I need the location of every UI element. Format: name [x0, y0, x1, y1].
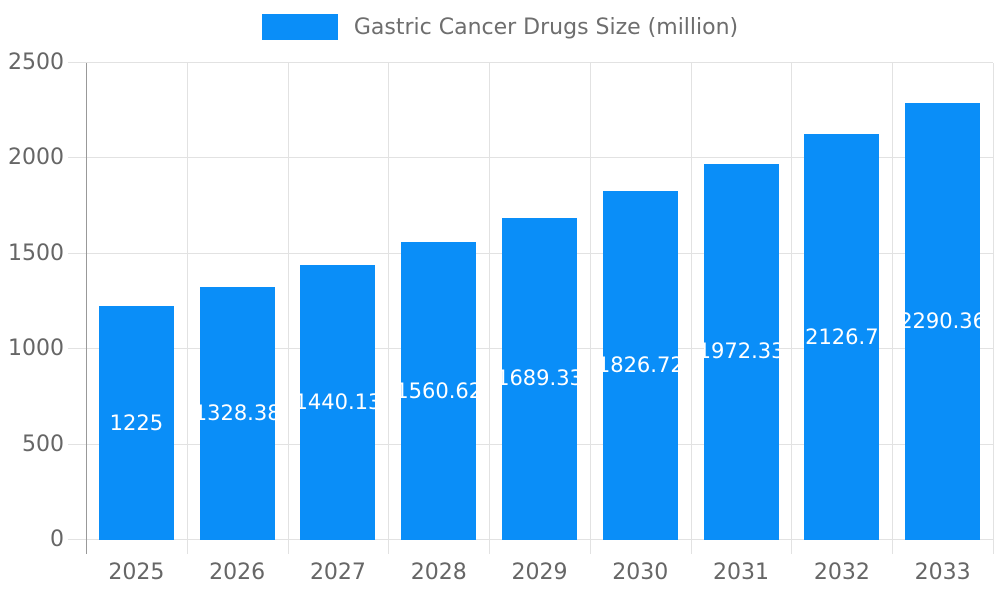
bar-2030[interactable]: 1826.72	[602, 191, 678, 540]
bar-2033[interactable]: 2290.36	[905, 103, 981, 540]
v-gridline-4	[489, 63, 491, 554]
v-gridline-6	[690, 63, 692, 554]
bar-2029[interactable]: 1689.33	[502, 217, 577, 540]
bar-2028[interactable]: 1560.62	[401, 242, 477, 540]
v-gridline-5	[589, 63, 591, 554]
y-axis-label-1000: 1000	[8, 336, 64, 362]
x-axis-label-2029: 2029	[511, 560, 568, 585]
h-gridline-2500	[68, 62, 993, 63]
y-axis-label-1500: 1500	[8, 240, 64, 266]
x-axis-label-2033: 2033	[914, 560, 971, 585]
bar-2031[interactable]: 1972.33	[703, 163, 779, 540]
y-axis-label-2500: 2500	[8, 50, 64, 75]
bar-value-label-2030: 1826.72	[602, 353, 678, 378]
x-axis-label-2028: 2028	[410, 560, 467, 585]
legend-swatch	[261, 14, 338, 40]
legend-label: Gastric Cancer Drugs Size (million)	[353, 14, 739, 40]
y-axis-label-500: 500	[22, 431, 64, 457]
bar-2026[interactable]: 1328.38	[199, 286, 275, 540]
bar-value-label-2025: 1225	[109, 410, 164, 435]
bar-2025[interactable]: 1225	[98, 306, 174, 540]
bar-value-label-2028: 1560.62	[401, 378, 477, 403]
legend: Gastric Cancer Drugs Size (million)	[0, 14, 1000, 40]
bar-value-label-2029: 1689.33	[502, 366, 577, 391]
x-axis-label-2026: 2026	[209, 560, 266, 585]
x-axis-label-2031: 2031	[713, 560, 770, 585]
v-gridline-7	[791, 63, 793, 554]
x-axis-label-2030: 2030	[612, 560, 669, 585]
v-gridline-1	[186, 63, 188, 554]
h-gridline-2000	[68, 157, 993, 159]
y-axis-line	[86, 63, 87, 554]
bar-value-label-2027: 1440.13	[300, 390, 376, 415]
x-axis-label-2027: 2027	[309, 560, 366, 585]
v-gridline-3	[388, 63, 390, 554]
bar-2032[interactable]: 2126.7	[804, 134, 880, 540]
plot-area: 0 500 1000 1500 2000 2500 1225 2025 1328.38 2026 1…	[8, 52, 994, 584]
bar-2027[interactable]: 1440.13	[300, 265, 376, 540]
bar-value-label-2026: 1328.38	[199, 400, 275, 425]
v-gridline-2	[287, 63, 289, 554]
bar-value-label-2032: 2126.7	[805, 324, 879, 349]
bar-value-label-2031: 1972.33	[703, 339, 779, 364]
y-axis-label-2000: 2000	[8, 145, 64, 171]
v-gridline-8	[892, 63, 894, 554]
x-axis-label-2025: 2025	[108, 560, 165, 585]
bar-value-label-2033: 2290.36	[905, 309, 981, 333]
x-axis-label-2032: 2032	[813, 560, 870, 585]
v-gridline-9	[993, 63, 994, 554]
y-axis-label-0: 0	[50, 527, 64, 552]
legend-item[interactable]: Gastric Cancer Drugs Size (million)	[261, 14, 739, 40]
